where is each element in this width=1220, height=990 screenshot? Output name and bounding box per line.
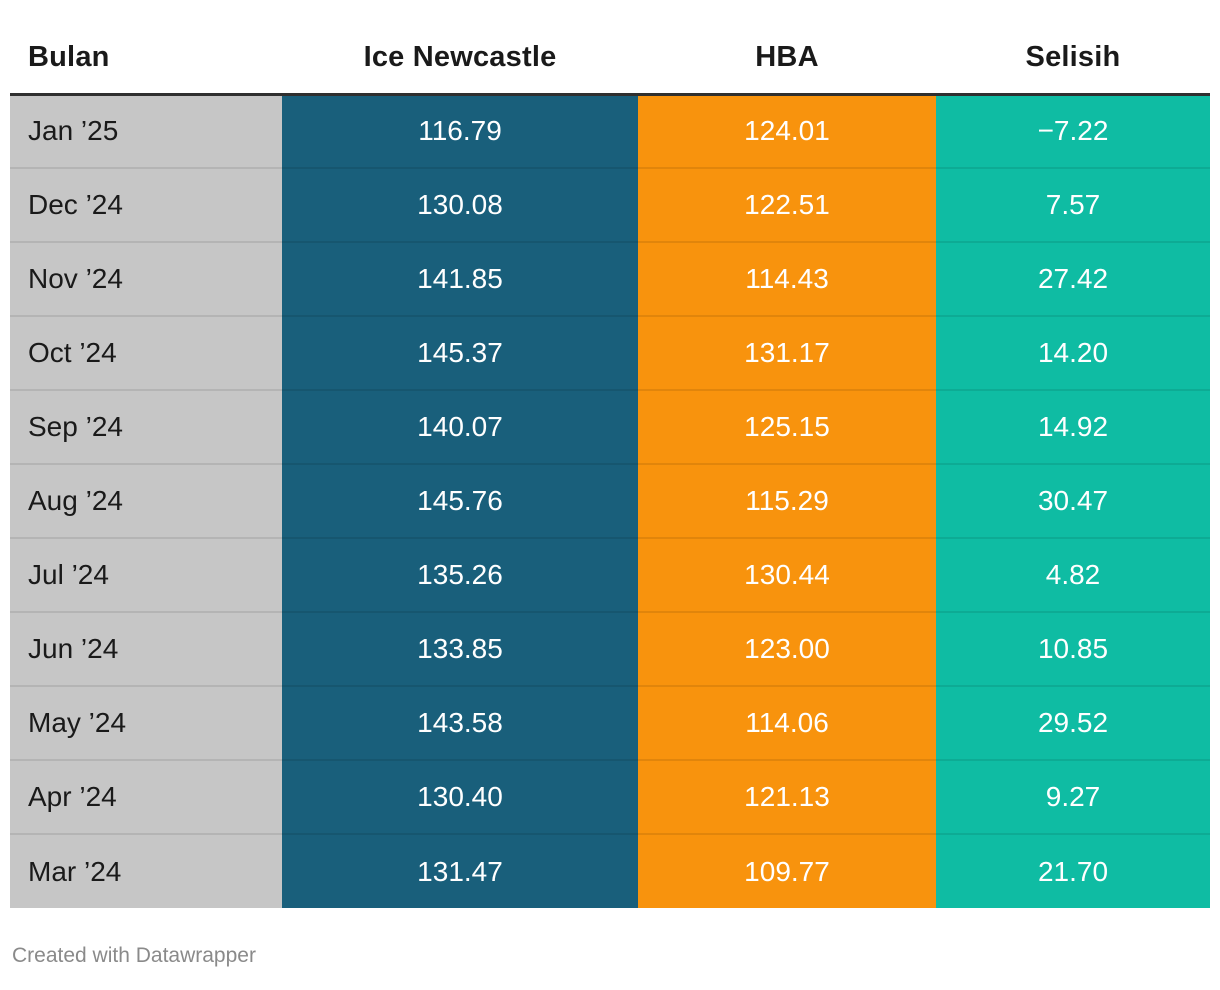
cell-hba: 130.44 xyxy=(638,537,936,612)
table-row: Aug ’24 145.76 115.29 30.47 xyxy=(10,463,1210,538)
table-container: Bulan Ice Newcastle HBA Selisih Jan ’25 … xyxy=(10,0,1210,968)
table-row: Mar ’24 131.47 109.77 21.70 xyxy=(10,833,1210,908)
table-row: Dec ’24 130.08 122.51 7.57 xyxy=(10,167,1210,242)
cell-ice-newcastle: 145.76 xyxy=(282,463,638,538)
cell-selisih: 14.92 xyxy=(936,389,1210,464)
cell-hba: 125.15 xyxy=(638,389,936,464)
cell-hba: 122.51 xyxy=(638,167,936,242)
cell-hba: 114.06 xyxy=(638,685,936,760)
cell-ice-newcastle: 135.26 xyxy=(282,537,638,612)
cell-month: Sep ’24 xyxy=(10,389,282,464)
cell-selisih: 14.20 xyxy=(936,315,1210,390)
cell-month: Mar ’24 xyxy=(10,833,282,908)
cell-selisih: 21.70 xyxy=(936,833,1210,908)
column-header-ice-newcastle: Ice Newcastle xyxy=(282,0,638,96)
cell-month: Jun ’24 xyxy=(10,611,282,686)
cell-hba: 109.77 xyxy=(638,833,936,908)
table-row: Nov ’24 141.85 114.43 27.42 xyxy=(10,241,1210,316)
data-table: Bulan Ice Newcastle HBA Selisih Jan ’25 … xyxy=(10,0,1210,908)
cell-selisih: 27.42 xyxy=(936,241,1210,316)
cell-ice-newcastle: 141.85 xyxy=(282,241,638,316)
cell-selisih: 30.47 xyxy=(936,463,1210,538)
cell-ice-newcastle: 130.08 xyxy=(282,167,638,242)
table-row: Apr ’24 130.40 121.13 9.27 xyxy=(10,759,1210,834)
cell-selisih: 4.82 xyxy=(936,537,1210,612)
cell-hba: 114.43 xyxy=(638,241,936,316)
cell-selisih: 29.52 xyxy=(936,685,1210,760)
column-header-hba: HBA xyxy=(638,0,936,96)
cell-hba: 124.01 xyxy=(638,94,936,168)
table-row: Jul ’24 135.26 130.44 4.82 xyxy=(10,537,1210,612)
cell-hba: 121.13 xyxy=(638,759,936,834)
cell-ice-newcastle: 133.85 xyxy=(282,611,638,686)
cell-ice-newcastle: 130.40 xyxy=(282,759,638,834)
cell-hba: 115.29 xyxy=(638,463,936,538)
table-row: Jun ’24 133.85 123.00 10.85 xyxy=(10,611,1210,686)
cell-ice-newcastle: 143.58 xyxy=(282,685,638,760)
cell-hba: 123.00 xyxy=(638,611,936,686)
cell-month: Apr ’24 xyxy=(10,759,282,834)
cell-ice-newcastle: 140.07 xyxy=(282,389,638,464)
cell-ice-newcastle: 145.37 xyxy=(282,315,638,390)
table-row: Jan ’25 116.79 124.01 −7.22 xyxy=(10,94,1210,168)
table-row: Sep ’24 140.07 125.15 14.92 xyxy=(10,389,1210,464)
column-header-bulan: Bulan xyxy=(10,0,282,96)
cell-month: Jul ’24 xyxy=(10,537,282,612)
cell-month: Jan ’25 xyxy=(10,94,282,168)
cell-ice-newcastle: 116.79 xyxy=(282,94,638,168)
cell-selisih: 10.85 xyxy=(936,611,1210,686)
header-row: Bulan Ice Newcastle HBA Selisih xyxy=(10,0,1210,96)
column-header-selisih: Selisih xyxy=(936,0,1210,96)
cell-month: Aug ’24 xyxy=(10,463,282,538)
cell-selisih: 7.57 xyxy=(936,167,1210,242)
cell-selisih: −7.22 xyxy=(936,94,1210,168)
cell-month: Oct ’24 xyxy=(10,315,282,390)
table-row: Oct ’24 145.37 131.17 14.20 xyxy=(10,315,1210,390)
cell-month: May ’24 xyxy=(10,685,282,760)
cell-month: Nov ’24 xyxy=(10,241,282,316)
table-row: May ’24 143.58 114.06 29.52 xyxy=(10,685,1210,760)
datawrapper-credit-link[interactable]: Created with Datawrapper xyxy=(12,944,256,967)
cell-ice-newcastle: 131.47 xyxy=(282,833,638,908)
cell-selisih: 9.27 xyxy=(936,759,1210,834)
cell-month: Dec ’24 xyxy=(10,167,282,242)
cell-hba: 131.17 xyxy=(638,315,936,390)
